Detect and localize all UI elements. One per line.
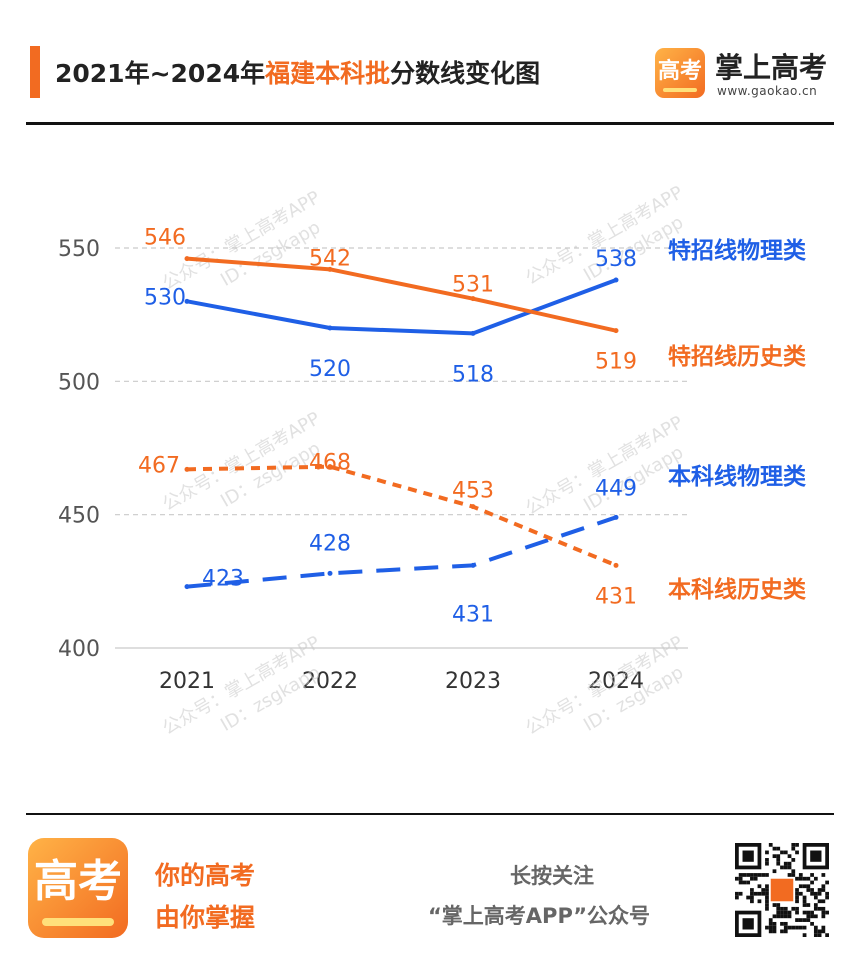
data-label-3-1: 468	[309, 451, 351, 476]
data-point-0-2	[470, 330, 476, 336]
x-tick-label-2023: 2023	[445, 669, 501, 694]
brand-url: www.gaokao.cn	[717, 84, 818, 98]
data-label-0-1: 520	[309, 357, 351, 382]
slogan-line-2: 由你掌握	[155, 903, 256, 932]
follow-line-1: 长按关注	[510, 864, 594, 888]
data-label-0-0: 530	[144, 285, 186, 310]
data-point-3-1	[327, 464, 333, 470]
brand-header: 高考 掌上高考 www.gaokao.cn	[655, 46, 855, 106]
data-point-3-2	[470, 504, 476, 510]
slogan-line-1: 你的高考	[155, 861, 256, 890]
brand-name: 掌上高考	[715, 51, 828, 84]
follow-line-2: “掌上高考APP”公众号	[428, 904, 651, 928]
y-tick-label-450: 450	[58, 504, 100, 529]
brand-logo-icon: 高考	[655, 48, 705, 98]
data-point-1-2	[470, 296, 476, 302]
data-label-2-2: 431	[452, 602, 494, 627]
data-label-3-3: 431	[595, 584, 637, 609]
data-label-0-2: 518	[452, 362, 494, 387]
data-point-1-1	[327, 266, 333, 272]
series-legend-label-0: 特招线物理类	[668, 237, 806, 264]
data-label-2-3: 449	[595, 476, 637, 501]
footer-divider	[26, 813, 834, 815]
data-point-1-0	[184, 256, 190, 262]
x-tick-label-2024: 2024	[588, 669, 644, 694]
data-point-2-1	[327, 570, 333, 576]
data-label-1-3: 519	[595, 350, 637, 375]
data-label-3-0: 467	[138, 453, 180, 478]
series-legend-label-1: 特招线历史类	[668, 343, 806, 370]
data-point-3-3	[613, 562, 619, 568]
qr-code-icon[interactable]	[735, 843, 829, 937]
data-label-3-2: 453	[452, 479, 494, 504]
series-legend-label-2: 本科线物理类	[668, 463, 806, 490]
series-legend-label-3: 本科线历史类	[668, 576, 806, 603]
data-point-0-3	[613, 277, 619, 283]
data-point-3-0	[184, 466, 190, 472]
data-label-0-3: 538	[595, 247, 637, 272]
y-tick-label-400: 400	[58, 637, 100, 662]
y-tick-label-550: 550	[58, 237, 100, 262]
title-accent-bar	[30, 46, 40, 98]
x-tick-label-2021: 2021	[159, 669, 215, 694]
chart-title: 2021年~2024年福建本科批分数线变化图	[55, 54, 540, 90]
y-tick-label-500: 500	[58, 370, 100, 395]
data-point-0-0	[184, 298, 190, 304]
title-prefix: 2021年~2024年	[55, 59, 266, 88]
series-line-1	[186, 256, 617, 333]
title-highlight: 福建本科批	[265, 59, 391, 88]
title-suffix: 分数线变化图	[390, 59, 541, 88]
header-divider	[26, 122, 834, 125]
data-label-1-1: 542	[309, 246, 351, 271]
data-point-2-3	[613, 514, 619, 520]
data-point-2-2	[470, 562, 476, 568]
data-point-0-1	[327, 325, 333, 331]
data-label-2-0: 423	[202, 567, 244, 592]
series-line-0	[186, 278, 617, 336]
x-tick-label-2022: 2022	[302, 669, 358, 694]
series-line-2	[186, 515, 617, 589]
series-line-3	[186, 464, 617, 568]
footer-logo-icon: 高考	[28, 838, 128, 938]
data-point-2-0	[184, 584, 190, 590]
data-label-2-1: 428	[309, 531, 351, 556]
data-label-1-2: 531	[452, 273, 494, 298]
data-point-1-3	[613, 328, 619, 334]
data-label-1-0: 546	[144, 226, 186, 251]
